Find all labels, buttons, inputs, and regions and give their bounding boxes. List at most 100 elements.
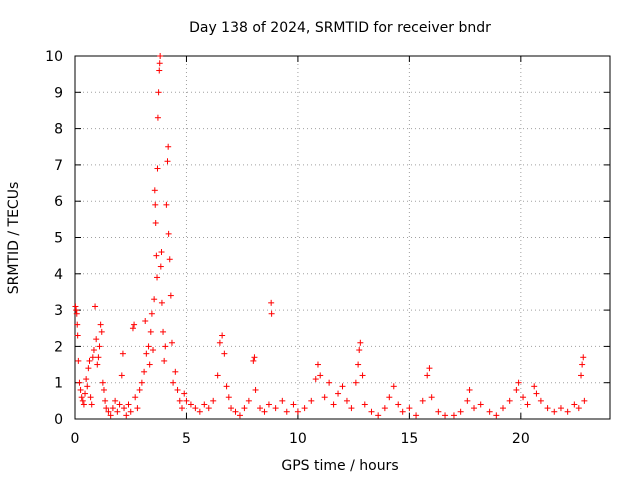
- data-point: [192, 405, 199, 412]
- data-point: [142, 317, 149, 324]
- data-point: [116, 401, 123, 408]
- data-point: [152, 219, 159, 226]
- data-point: [89, 354, 96, 361]
- data-point: [283, 408, 290, 415]
- data-point: [73, 307, 80, 314]
- data-point: [146, 361, 153, 368]
- data-point: [308, 397, 315, 404]
- data-point: [214, 372, 221, 379]
- data-point: [551, 408, 558, 415]
- data-point: [74, 321, 81, 328]
- data-point: [97, 321, 104, 328]
- data-point: [95, 354, 102, 361]
- data-point: [82, 390, 89, 397]
- data-points: [72, 53, 588, 419]
- data-point: [395, 401, 402, 408]
- data-point: [73, 310, 80, 317]
- data-point: [531, 383, 538, 390]
- data-point: [236, 412, 243, 419]
- data-point: [98, 328, 105, 335]
- data-point: [326, 379, 333, 386]
- data-point: [88, 401, 95, 408]
- data-point: [112, 397, 119, 404]
- data-point: [99, 379, 106, 386]
- data-point: [160, 328, 167, 335]
- data-point: [158, 249, 165, 256]
- data-point: [335, 390, 342, 397]
- data-point: [84, 383, 91, 390]
- data-point: [196, 408, 203, 415]
- data-point: [321, 394, 328, 401]
- data-point: [533, 390, 540, 397]
- data-point: [79, 397, 86, 404]
- data-point: [205, 405, 212, 412]
- data-point: [156, 67, 163, 74]
- data-point: [339, 383, 346, 390]
- data-point: [356, 347, 363, 354]
- y-tick-label: 10: [45, 49, 63, 65]
- data-point: [119, 350, 126, 357]
- data-point: [150, 347, 157, 354]
- data-point: [390, 383, 397, 390]
- data-point: [424, 372, 431, 379]
- data-point: [348, 405, 355, 412]
- data-point: [154, 114, 161, 121]
- data-point: [210, 397, 217, 404]
- data-point: [575, 405, 582, 412]
- data-point: [166, 256, 173, 263]
- data-point: [426, 365, 433, 372]
- data-point: [181, 390, 188, 397]
- data-point: [165, 230, 172, 237]
- data-point: [450, 412, 457, 419]
- data-point: [168, 339, 175, 346]
- data-point: [357, 339, 364, 346]
- data-point: [241, 405, 248, 412]
- data-point: [132, 394, 139, 401]
- data-point: [157, 263, 164, 270]
- data-point: [537, 397, 544, 404]
- data-point: [268, 310, 275, 317]
- data-point: [399, 408, 406, 415]
- data-point: [457, 408, 464, 415]
- data-point: [105, 408, 112, 415]
- y-tick-label: 1: [54, 376, 63, 392]
- data-point: [580, 354, 587, 361]
- data-point: [183, 397, 190, 404]
- data-point: [93, 336, 100, 343]
- data-point: [152, 201, 159, 208]
- y-tick-label: 5: [54, 231, 63, 247]
- data-point: [252, 386, 259, 393]
- data-point: [96, 343, 103, 350]
- x-tick-label: 15: [400, 431, 418, 447]
- data-point: [157, 53, 164, 59]
- data-point: [225, 394, 232, 401]
- data-point: [174, 386, 181, 393]
- data-point: [359, 372, 366, 379]
- data-point: [167, 292, 174, 299]
- data-point: [268, 299, 275, 306]
- data-point: [176, 397, 183, 404]
- axis-ticks: 0 5 10 15 20 0 1 2 3 4 5 6 7 8 9 10: [45, 49, 610, 447]
- data-point: [216, 339, 223, 346]
- data-point: [557, 405, 564, 412]
- data-point: [151, 187, 158, 194]
- data-point: [164, 158, 171, 165]
- data-point: [170, 379, 177, 386]
- data-point: [109, 405, 116, 412]
- data-point: [245, 397, 252, 404]
- data-point: [75, 357, 82, 364]
- data-point: [520, 394, 527, 401]
- data-point: [232, 408, 239, 415]
- data-point: [125, 401, 132, 408]
- y-tick-label: 6: [54, 194, 63, 210]
- data-point: [314, 361, 321, 368]
- data-point: [257, 405, 264, 412]
- data-point: [223, 383, 230, 390]
- data-point: [153, 252, 160, 259]
- data-point: [136, 386, 143, 393]
- data-point: [163, 201, 170, 208]
- data-point: [141, 368, 148, 375]
- y-axis-label: SRMTID / TECUs: [6, 182, 22, 295]
- data-point: [121, 405, 128, 412]
- x-tick-label: 5: [182, 431, 191, 447]
